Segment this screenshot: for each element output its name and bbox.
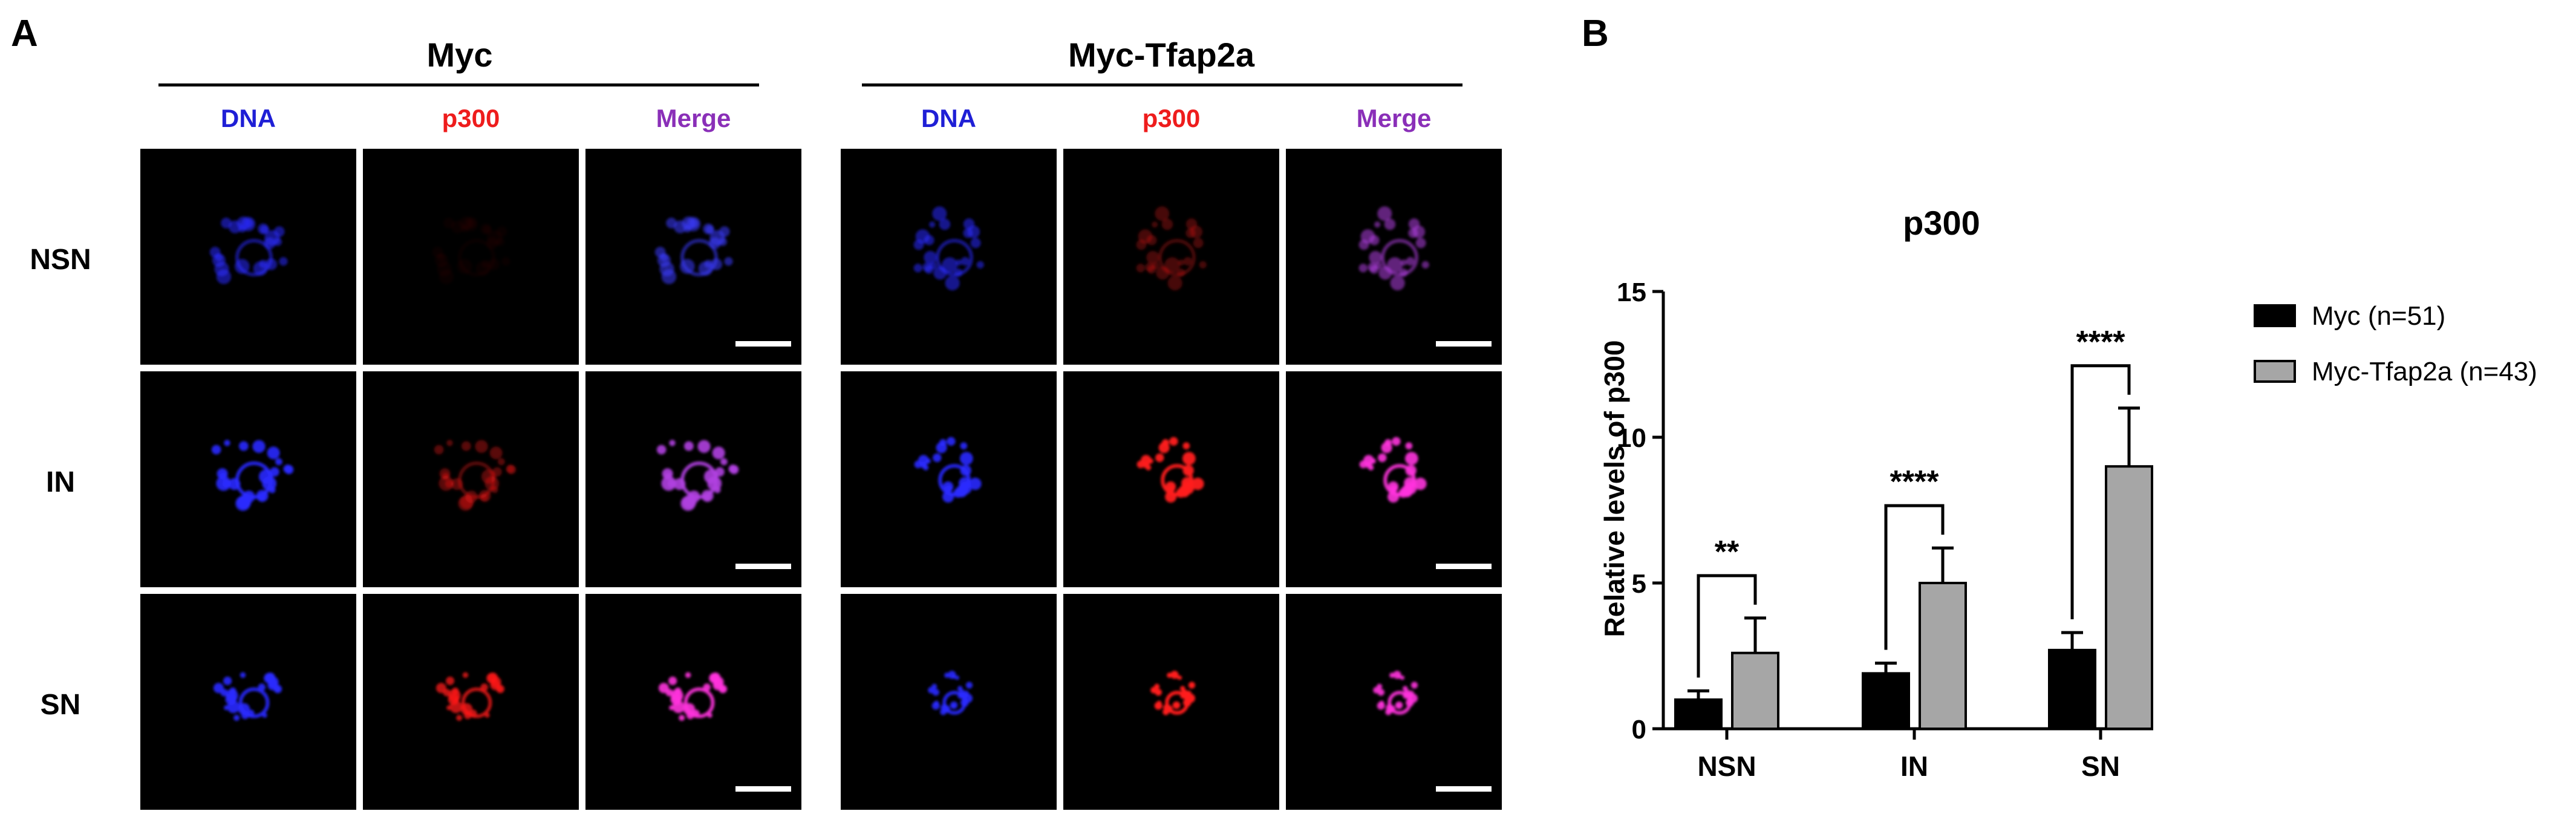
bar-myc-tfap2a-nsn — [1731, 651, 1779, 731]
scale-bar — [735, 786, 791, 792]
bar-myc-in — [1862, 672, 1910, 731]
col-label-dna-tfap2a: DNA — [921, 104, 976, 132]
bar-myc-tfap2a-sn — [2105, 465, 2153, 730]
micrograph-tfap2a-in-dna — [841, 371, 1057, 587]
micrograph-myc-nsn-p300 — [363, 149, 579, 365]
row-label-sn: SN — [40, 689, 81, 721]
micrograph-tfap2a-nsn-p300 — [1063, 149, 1279, 365]
y-tick-label: 10 — [1617, 423, 1646, 453]
bar-chart: p300 Relative levels of p300 0 5 10 15 NSN **… — [1599, 204, 2537, 782]
significance-label: **** — [1890, 464, 1940, 500]
micrograph-tfap2a-in-merge — [1286, 371, 1502, 587]
scale-bar — [1436, 786, 1492, 792]
bar-myc-sn — [2048, 648, 2096, 730]
scale-bar — [1436, 341, 1492, 347]
col-label-p300-tfap2a: p300 — [1142, 104, 1201, 132]
micrograph-tfap2a-sn-p300 — [1063, 594, 1279, 810]
y-tick-label: 0 — [1632, 715, 1646, 744]
x-tick-label: SN — [2081, 751, 2120, 782]
micrograph-tfap2a-in-p300 — [1063, 371, 1279, 587]
group-rule-myc — [158, 83, 759, 86]
significance-bracket — [2070, 364, 2131, 619]
micrograph-tfap2a-nsn-merge — [1286, 149, 1502, 365]
micrograph-myc-nsn-dna — [140, 149, 356, 365]
col-label-dna-myc: DNA — [221, 104, 276, 132]
micrograph-myc-sn-merge — [585, 594, 801, 810]
micrograph-myc-sn-p300 — [363, 594, 579, 810]
y-tick-label: 15 — [1617, 278, 1646, 307]
row-label-nsn: NSN — [30, 244, 91, 276]
x-tick-label: IN — [1900, 751, 1928, 782]
bar-myc-nsn — [1674, 698, 1723, 731]
significance-bracket — [1697, 574, 1757, 678]
scale-bar — [735, 341, 791, 347]
panel-b-letter: B — [1582, 13, 1609, 54]
group-title-myc: Myc — [426, 36, 493, 74]
group-rule-myc-tfap2a — [862, 83, 1462, 86]
col-label-merge-myc: Merge — [656, 104, 731, 132]
significance-label: ** — [1715, 535, 1740, 570]
y-axis-label: Relative levels of p300 — [1599, 340, 1630, 637]
scale-bar — [1436, 564, 1492, 569]
y-tick-label: 5 — [1632, 569, 1646, 599]
micrograph-myc-in-merge — [585, 371, 801, 587]
legend-swatch — [2254, 360, 2296, 383]
bar-myc-tfap2a-in — [1919, 582, 1967, 730]
panel-a-letter: A — [11, 13, 38, 54]
micrograph-myc-in-dna — [140, 371, 356, 587]
chart-title: p300 — [1903, 204, 1980, 242]
col-label-p300-myc: p300 — [442, 104, 500, 132]
col-label-merge-tfap2a: Merge — [1356, 104, 1432, 132]
x-tick-label: NSN — [1697, 751, 1756, 782]
micrograph-tfap2a-sn-merge — [1286, 594, 1502, 810]
group-title-myc-tfap2a: Myc-Tfap2a — [1068, 36, 1255, 74]
micrograph-tfap2a-nsn-dna — [841, 149, 1057, 365]
significance-bracket — [1884, 504, 1945, 650]
scale-bar — [735, 564, 791, 569]
micrograph-tfap2a-sn-dna — [841, 594, 1057, 810]
significance-label: **** — [2076, 325, 2126, 360]
micrograph-myc-nsn-merge — [585, 149, 801, 365]
micrograph-myc-in-p300 — [363, 371, 579, 587]
legend-label: Myc-Tfap2a (n=43) — [2312, 357, 2537, 386]
legend-label: Myc (n=51) — [2312, 301, 2445, 331]
legend-swatch — [2254, 304, 2296, 327]
micrograph-myc-sn-dna — [140, 594, 356, 810]
row-label-in: IN — [46, 466, 75, 498]
